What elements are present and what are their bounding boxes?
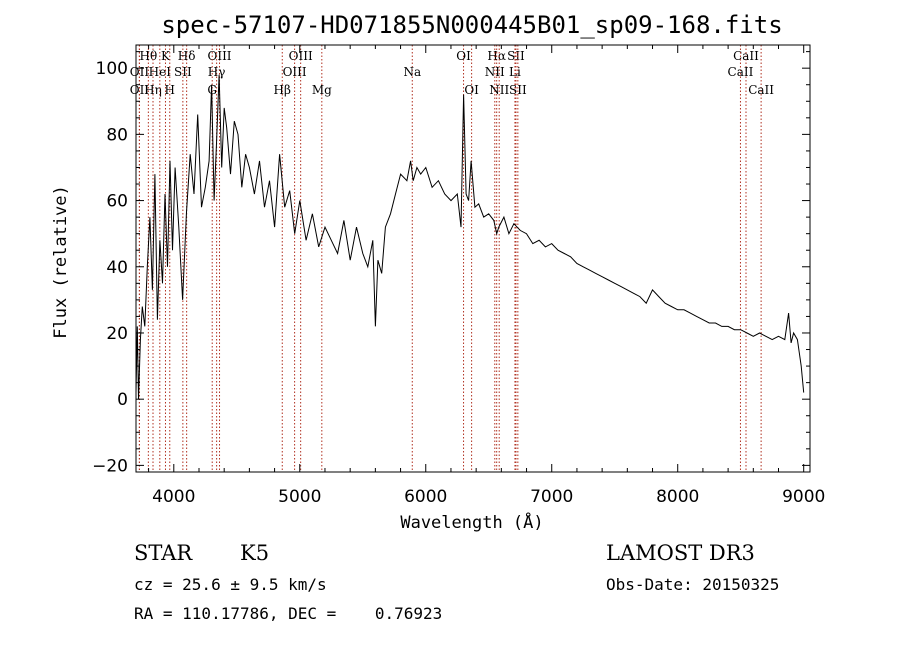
x-tick-label: 5000 bbox=[278, 487, 321, 507]
y-tick-label: 20 bbox=[106, 324, 128, 344]
x-tick-label: 6000 bbox=[404, 487, 447, 507]
line-label: Hθ bbox=[139, 49, 157, 63]
y-tick-label: 0 bbox=[117, 390, 128, 410]
line-label: K bbox=[161, 49, 171, 63]
coordinates: RA = 110.17786, DEC = 0.76923 bbox=[134, 604, 443, 623]
line-label: OII bbox=[130, 65, 150, 79]
x-tick-label: 9000 bbox=[782, 487, 825, 507]
line-label: NII bbox=[485, 65, 505, 79]
line-label: SII bbox=[509, 83, 527, 97]
line-label: Na bbox=[403, 65, 421, 79]
line-label: OIII bbox=[289, 49, 313, 63]
line-label: Li bbox=[509, 65, 521, 79]
line-label: HeI bbox=[149, 65, 172, 79]
series-group bbox=[135, 74, 805, 400]
line-label: CaII bbox=[733, 49, 759, 63]
line-label: OIII bbox=[207, 49, 231, 63]
line-label: NII bbox=[489, 83, 509, 97]
x-axis-label: Wavelength (Å) bbox=[400, 511, 543, 533]
y-tick-label: −20 bbox=[92, 456, 128, 476]
x-tick-label: 7000 bbox=[530, 487, 573, 507]
y-tick-label: 100 bbox=[96, 59, 128, 79]
x-tick-label: 8000 bbox=[656, 487, 699, 507]
line-label: CaII bbox=[728, 65, 754, 79]
line-label: Mg bbox=[312, 83, 332, 97]
x-tick-label: 4000 bbox=[152, 487, 195, 507]
line-label: H bbox=[165, 83, 175, 97]
survey-name: LAMOST DR3 bbox=[606, 541, 755, 565]
line-label: Hγ bbox=[208, 65, 226, 79]
line-label: Hβ bbox=[274, 83, 291, 97]
object-class: STAR bbox=[134, 541, 193, 565]
line-label: Hδ bbox=[178, 49, 196, 63]
chart-title: spec-57107-HD071855N000445B01_sp09-168.f… bbox=[161, 11, 782, 39]
line-label: OI bbox=[456, 49, 471, 63]
line-label: OIII bbox=[283, 65, 307, 79]
line-label: G bbox=[207, 83, 217, 97]
redshift-readout: cz = 25.6 ± 9.5 km/s bbox=[134, 575, 327, 594]
line-label: SII bbox=[174, 65, 192, 79]
plot-frame bbox=[135, 44, 811, 473]
obs-date: Obs-Date: 20150325 bbox=[606, 575, 780, 594]
line-label: OII bbox=[130, 83, 150, 97]
x-axis: 4000 5000 6000 7000 8000 9000 bbox=[148, 45, 825, 507]
y-tick-label: 60 bbox=[106, 192, 128, 212]
object-subclass: K5 bbox=[240, 541, 270, 565]
line-label: CaII bbox=[748, 83, 774, 97]
y-tick-label: 40 bbox=[106, 258, 128, 278]
line-label: OI bbox=[464, 83, 479, 97]
series-flux bbox=[135, 74, 805, 400]
line-label: Hη bbox=[144, 83, 162, 97]
y-axis-label: Flux (relative) bbox=[51, 185, 71, 339]
y-axis: −20 0 20 40 60 80 100 bbox=[92, 51, 810, 476]
line-label: Hα bbox=[487, 49, 506, 63]
y-tick-label: 80 bbox=[106, 125, 128, 145]
line-label: SII bbox=[507, 49, 525, 63]
